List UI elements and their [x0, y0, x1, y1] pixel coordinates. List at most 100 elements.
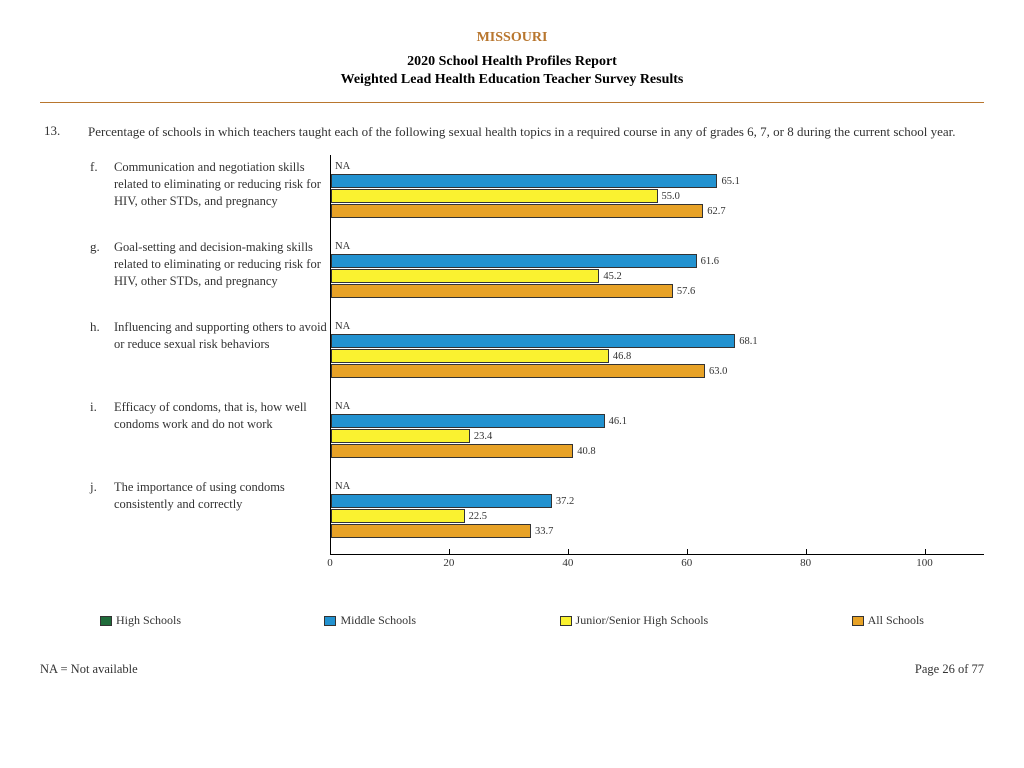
legend-item: High Schools	[100, 613, 181, 628]
axis-tick-label: 0	[327, 557, 333, 569]
bar-row: NA	[331, 399, 984, 413]
x-axis: 0 20 40 60 80 100	[330, 555, 984, 575]
bar-row: 37.2	[331, 494, 984, 508]
bar	[331, 414, 605, 428]
bar-value-label: 45.2	[603, 271, 621, 282]
question-row: 13. Percentage of schools in which teach…	[40, 123, 984, 141]
bar-value-label: 61.6	[701, 256, 719, 267]
bar-row: 63.0	[331, 364, 984, 378]
bar-row: 55.0	[331, 189, 984, 203]
bar-value-label: 22.5	[469, 511, 487, 522]
state-title: MISSOURI	[40, 30, 984, 46]
legend-label: High Schools	[116, 613, 181, 628]
bar	[331, 364, 705, 378]
item-letter: g.	[90, 239, 114, 311]
bar-group: NA 61.6 45.2 57.6	[331, 235, 984, 307]
bar-value-label: 55.0	[662, 191, 680, 202]
item-letter: i.	[90, 399, 114, 471]
bar	[331, 429, 470, 443]
axis-tick-label: 80	[800, 557, 811, 569]
bar	[331, 269, 599, 283]
question-text: Percentage of schools in which teachers …	[88, 123, 984, 141]
item-letter: h.	[90, 319, 114, 391]
bar-row: 23.4	[331, 429, 984, 443]
bar-row: 33.7	[331, 524, 984, 538]
item-label: i.Efficacy of condoms, that is, how well…	[90, 399, 330, 471]
bar-row: 62.7	[331, 204, 984, 218]
axis-tick	[687, 549, 688, 555]
axis-tick-label: 60	[681, 557, 692, 569]
legend-swatch	[324, 616, 336, 626]
legend: High Schools Middle Schools Junior/Senior …	[100, 613, 924, 628]
item-label: g.Goal-setting and decision-making skill…	[90, 239, 330, 311]
bar-row: NA	[331, 239, 984, 253]
axis-tick	[568, 549, 569, 555]
bar	[331, 494, 552, 508]
bars-column: NA 65.1 55.0 62.7 NA 61.6 45.2 57.6 NA 68.1 46.8 63…	[330, 155, 984, 599]
legend-item: All Schools	[852, 613, 924, 628]
bar-row: 65.1	[331, 174, 984, 188]
na-label: NA	[335, 481, 350, 492]
axis-tick-label: 100	[916, 557, 933, 569]
na-label: NA	[335, 401, 350, 412]
report-subtitle: Weighted Lead Health Education Teacher S…	[40, 72, 984, 88]
bar-row: NA	[331, 159, 984, 173]
bar-value-label: 68.1	[739, 336, 757, 347]
item-text: The importance of using condoms consiste…	[114, 479, 330, 551]
bar-value-label: 33.7	[535, 526, 553, 537]
bar-row: 46.8	[331, 349, 984, 363]
legend-swatch	[852, 616, 864, 626]
axis-tick-label: 40	[562, 557, 573, 569]
bar	[331, 524, 531, 538]
bar-group: NA 65.1 55.0 62.7	[331, 155, 984, 227]
bar	[331, 284, 673, 298]
labels-column: f.Communication and negotiation skills r…	[90, 155, 330, 599]
legend-swatch	[100, 616, 112, 626]
item-label: h.Influencing and supporting others to a…	[90, 319, 330, 391]
item-letter: f.	[90, 159, 114, 231]
legend-label: All Schools	[868, 613, 924, 628]
axis-tick-label: 20	[443, 557, 454, 569]
bar-row: 40.8	[331, 444, 984, 458]
item-label: j.The importance of using condoms consis…	[90, 479, 330, 551]
bar-value-label: 40.8	[577, 446, 595, 457]
bar-row: 46.1	[331, 414, 984, 428]
bar-row: NA	[331, 319, 984, 333]
bar	[331, 444, 573, 458]
bar	[331, 254, 697, 268]
axis-tick	[925, 549, 926, 555]
bar-group: NA 68.1 46.8 63.0	[331, 315, 984, 387]
item-text: Efficacy of condoms, that is, how well c…	[114, 399, 330, 471]
footnote: NA = Not available	[40, 662, 138, 677]
legend-item: Junior/Senior High Schools	[560, 613, 709, 628]
bar-value-label: 65.1	[721, 176, 739, 187]
bar-value-label: 63.0	[709, 366, 727, 377]
bar	[331, 509, 465, 523]
legend-item: Middle Schools	[324, 613, 416, 628]
footer: NA = Not available Page 26 of 77	[40, 662, 984, 677]
na-label: NA	[335, 321, 350, 332]
bar-group: NA 46.123.4 40.8	[331, 395, 984, 467]
bar	[331, 204, 703, 218]
chart-area: f.Communication and negotiation skills r…	[90, 155, 984, 599]
bar	[331, 349, 609, 363]
bar-row: 61.6	[331, 254, 984, 268]
bar	[331, 189, 658, 203]
bar-row: 57.6	[331, 284, 984, 298]
bar	[331, 334, 735, 348]
legend-label: Junior/Senior High Schools	[576, 613, 709, 628]
page-number: Page 26 of 77	[915, 662, 984, 677]
bar-row: NA	[331, 479, 984, 493]
axis-tick	[330, 549, 331, 555]
bar-value-label: 37.2	[556, 496, 574, 507]
bar-row: 22.5	[331, 509, 984, 523]
bar-value-label: 62.7	[707, 206, 725, 217]
legend-swatch	[560, 616, 572, 626]
question-number: 13.	[40, 123, 88, 141]
legend-label: Middle Schools	[340, 613, 416, 628]
item-text: Influencing and supporting others to avo…	[114, 319, 330, 391]
bar-value-label: 46.8	[613, 351, 631, 362]
na-label: NA	[335, 161, 350, 172]
item-label: f.Communication and negotiation skills r…	[90, 159, 330, 231]
report-title: 2020 School Health Profiles Report	[40, 54, 984, 70]
